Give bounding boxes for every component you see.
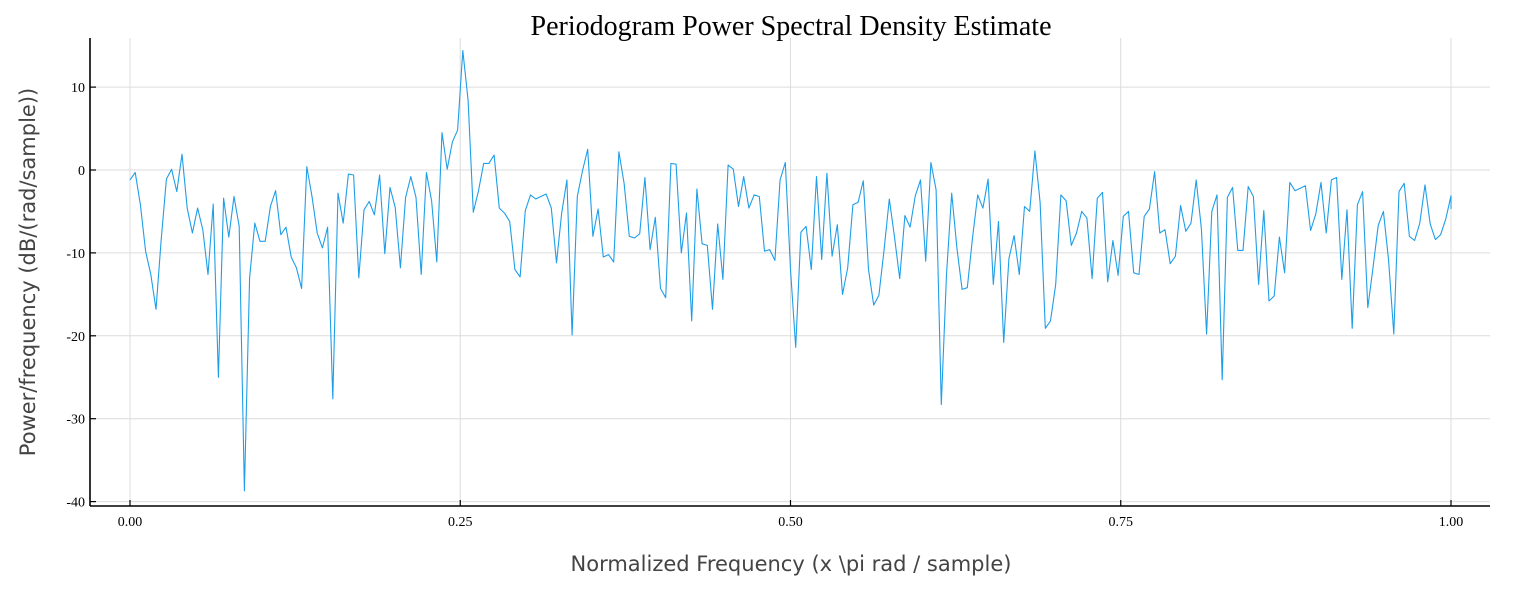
y-tick-label-3: -10	[66, 247, 85, 262]
x-tick-label-1: 0.25	[448, 515, 473, 530]
chart-title: Periodogram Power Spectral Density Estim…	[531, 11, 1052, 42]
x-tick-label-2: 0.50	[778, 515, 803, 530]
grid-lines	[90, 38, 1490, 506]
x-axis-label: Normalized Frequency (x \pi rad / sample…	[571, 552, 1012, 576]
y-tick-label-2: -20	[66, 330, 85, 345]
psd-series-line	[129, 50, 1452, 492]
y-axis-ticks: -40 -30 -20 -10 0 10	[66, 81, 96, 511]
y-tick-label-1: -30	[66, 413, 85, 428]
x-axis-ticks: 0.00 0.25 0.50 0.75 1.00	[118, 500, 1464, 530]
y-tick-label-5: 10	[71, 81, 85, 96]
y-tick-label-0: -40	[66, 496, 85, 511]
x-tick-label-4: 1.00	[1439, 515, 1464, 530]
y-tick-label-4: 0	[78, 164, 85, 179]
x-tick-label-3: 0.75	[1109, 515, 1134, 530]
x-tick-label-0: 0.00	[118, 515, 143, 530]
y-axis-label: Power/frequency (dB/(rad/sample))	[16, 88, 40, 456]
